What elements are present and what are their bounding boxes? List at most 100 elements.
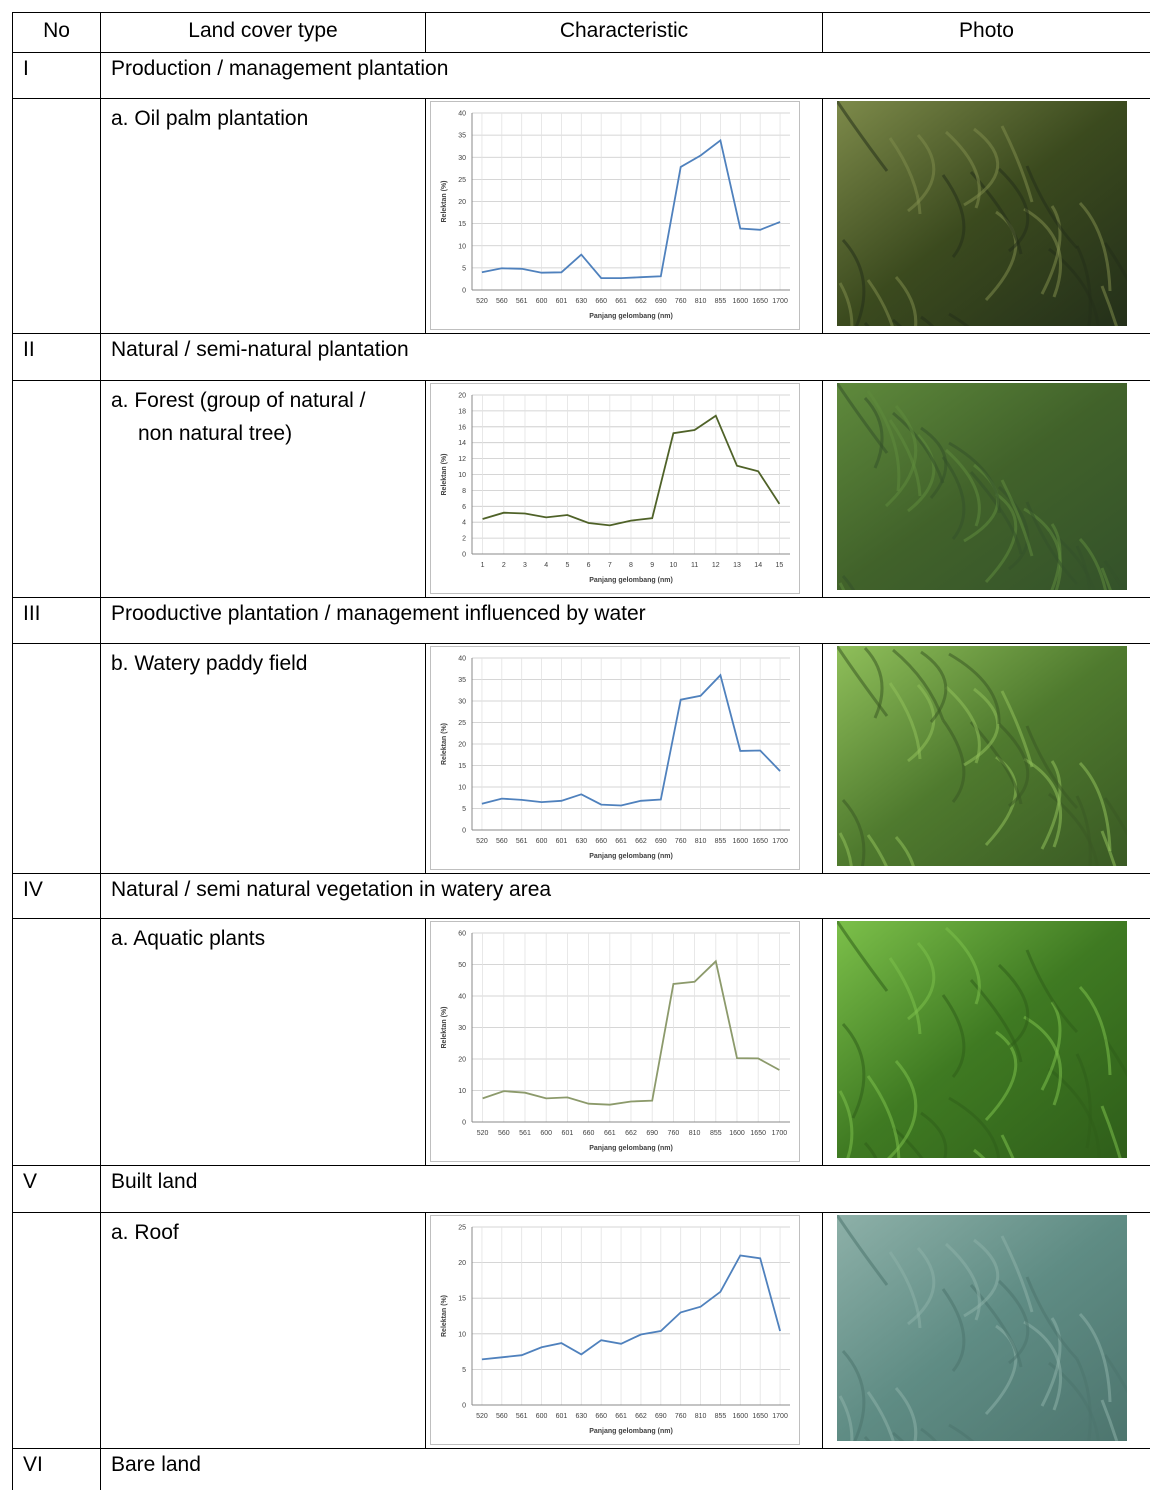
land-cover-type: a. Oil palm plantation xyxy=(111,103,400,136)
x-tick-label: 661 xyxy=(615,838,627,845)
chart: 02468101214161820123456789101112131415Pa… xyxy=(430,383,800,594)
group-title: Natural / semi-natural plantation xyxy=(111,338,409,362)
x-tick-label: 601 xyxy=(562,1130,574,1137)
y-tick-label: 15 xyxy=(458,221,466,228)
y-tick-label: 40 xyxy=(458,656,466,663)
x-tick-label: 760 xyxy=(668,1130,680,1137)
x-tick-label: 561 xyxy=(516,298,528,305)
y-tick-label: 35 xyxy=(458,133,466,140)
x-tick-label: 601 xyxy=(556,838,568,845)
x-tick-label: 1600 xyxy=(733,298,749,305)
x-axis-label: Panjang gelombang (nm) xyxy=(589,853,673,860)
x-tick-label: 810 xyxy=(695,1413,707,1420)
header-cell: Characteristic xyxy=(425,12,823,53)
x-tick-label: 561 xyxy=(516,1413,528,1420)
x-tick-label: 10 xyxy=(670,562,678,569)
y-axis-label: Relektan (%) xyxy=(441,453,448,495)
x-tick-label: 630 xyxy=(575,1413,587,1420)
y-tick-label: 0 xyxy=(462,828,466,835)
group-cell: Prooductive plantation / management infl… xyxy=(100,597,1150,644)
group-title: Natural / semi natural vegetation in wat… xyxy=(111,878,551,902)
y-tick-label: 20 xyxy=(458,1057,466,1064)
land-cover-cell: b. Watery paddy field xyxy=(100,643,426,874)
row-number-cell: IV xyxy=(12,873,101,919)
x-tick-label: 1700 xyxy=(772,1130,788,1137)
header-cell: No xyxy=(12,12,101,53)
x-tick-label: 760 xyxy=(675,298,687,305)
y-tick-label: 0 xyxy=(462,1120,466,1127)
x-tick-label: 4 xyxy=(544,562,548,569)
x-tick-label: 690 xyxy=(655,298,667,305)
y-tick-label: 16 xyxy=(458,424,466,431)
row-number-cell xyxy=(12,380,101,598)
x-tick-label: 520 xyxy=(476,838,488,845)
y-tick-label: 0 xyxy=(462,1403,466,1410)
y-tick-label: 4 xyxy=(462,520,466,527)
header-text: Land cover type xyxy=(101,13,425,43)
x-tick-label: 1650 xyxy=(752,298,768,305)
land-cover-type: a. Forest (group of natural / non natura… xyxy=(111,385,400,450)
row-number-cell xyxy=(12,643,101,874)
row-number: I xyxy=(23,57,29,81)
y-tick-label: 50 xyxy=(458,962,466,969)
x-tick-label: 810 xyxy=(695,838,707,845)
y-tick-label: 15 xyxy=(458,1296,466,1303)
chart-frame xyxy=(431,647,800,870)
y-tick-label: 2 xyxy=(462,536,466,543)
x-tick-label: 5 xyxy=(565,562,569,569)
header-text: Photo xyxy=(823,13,1150,43)
x-tick-label: 760 xyxy=(675,838,687,845)
y-axis-label: Relektan (%) xyxy=(441,1295,448,1337)
y-tick-label: 25 xyxy=(458,177,466,184)
y-tick-label: 30 xyxy=(458,1025,466,1032)
x-tick-label: 601 xyxy=(556,1413,568,1420)
y-tick-label: 5 xyxy=(462,1367,466,1374)
chart-cell: 0510152025303540520560561600601630660661… xyxy=(425,98,823,334)
x-tick-label: 855 xyxy=(715,1413,727,1420)
x-tick-label: 600 xyxy=(536,1413,548,1420)
x-tick-label: 520 xyxy=(477,1130,489,1137)
x-tick-label: 661 xyxy=(604,1130,616,1137)
x-tick-label: 561 xyxy=(519,1130,531,1137)
group-title: Bare land xyxy=(111,1453,201,1477)
y-tick-label: 20 xyxy=(458,742,466,749)
row-number-cell: V xyxy=(12,1165,101,1213)
x-tick-label: 630 xyxy=(575,298,587,305)
x-tick-label: 660 xyxy=(595,838,607,845)
chart: 0102030405060520560561600601660661662690… xyxy=(430,921,800,1162)
land-cover-type: a. Roof xyxy=(111,1217,400,1250)
group-cell: Production / management plantation xyxy=(100,52,1150,99)
photo-cell xyxy=(822,1212,1150,1449)
group-cell: Built land xyxy=(100,1165,1150,1213)
y-axis-label: Relektan (%) xyxy=(441,1006,448,1048)
x-tick-label: 662 xyxy=(625,1130,637,1137)
photo-image xyxy=(837,1215,1127,1441)
x-tick-label: 661 xyxy=(615,1413,627,1420)
x-tick-label: 560 xyxy=(496,838,508,845)
y-tick-label: 40 xyxy=(458,994,466,1001)
photo-cell xyxy=(822,918,1150,1166)
chart-frame xyxy=(431,1216,800,1445)
y-tick-label: 12 xyxy=(458,456,466,463)
group-cell: Natural / semi-natural plantation xyxy=(100,333,1150,381)
x-tick-label: 1700 xyxy=(772,1413,788,1420)
chart-frame xyxy=(431,384,800,594)
x-tick-label: 2 xyxy=(502,562,506,569)
photo xyxy=(837,383,1127,590)
y-tick-label: 18 xyxy=(458,408,466,415)
group-title: Production / management plantation xyxy=(111,57,448,81)
x-tick-label: 8 xyxy=(629,562,633,569)
x-tick-label: 662 xyxy=(635,838,647,845)
y-tick-label: 10 xyxy=(458,243,466,250)
row-number-cell: VI xyxy=(12,1448,101,1490)
y-tick-label: 60 xyxy=(458,931,466,938)
y-tick-label: 40 xyxy=(458,111,466,118)
header-text: No xyxy=(13,13,100,43)
x-tick-label: 660 xyxy=(595,1413,607,1420)
x-tick-label: 600 xyxy=(536,838,548,845)
x-tick-label: 660 xyxy=(595,298,607,305)
y-tick-label: 30 xyxy=(458,699,466,706)
row-number: VI xyxy=(23,1453,43,1477)
header-cell: Photo xyxy=(822,12,1150,53)
